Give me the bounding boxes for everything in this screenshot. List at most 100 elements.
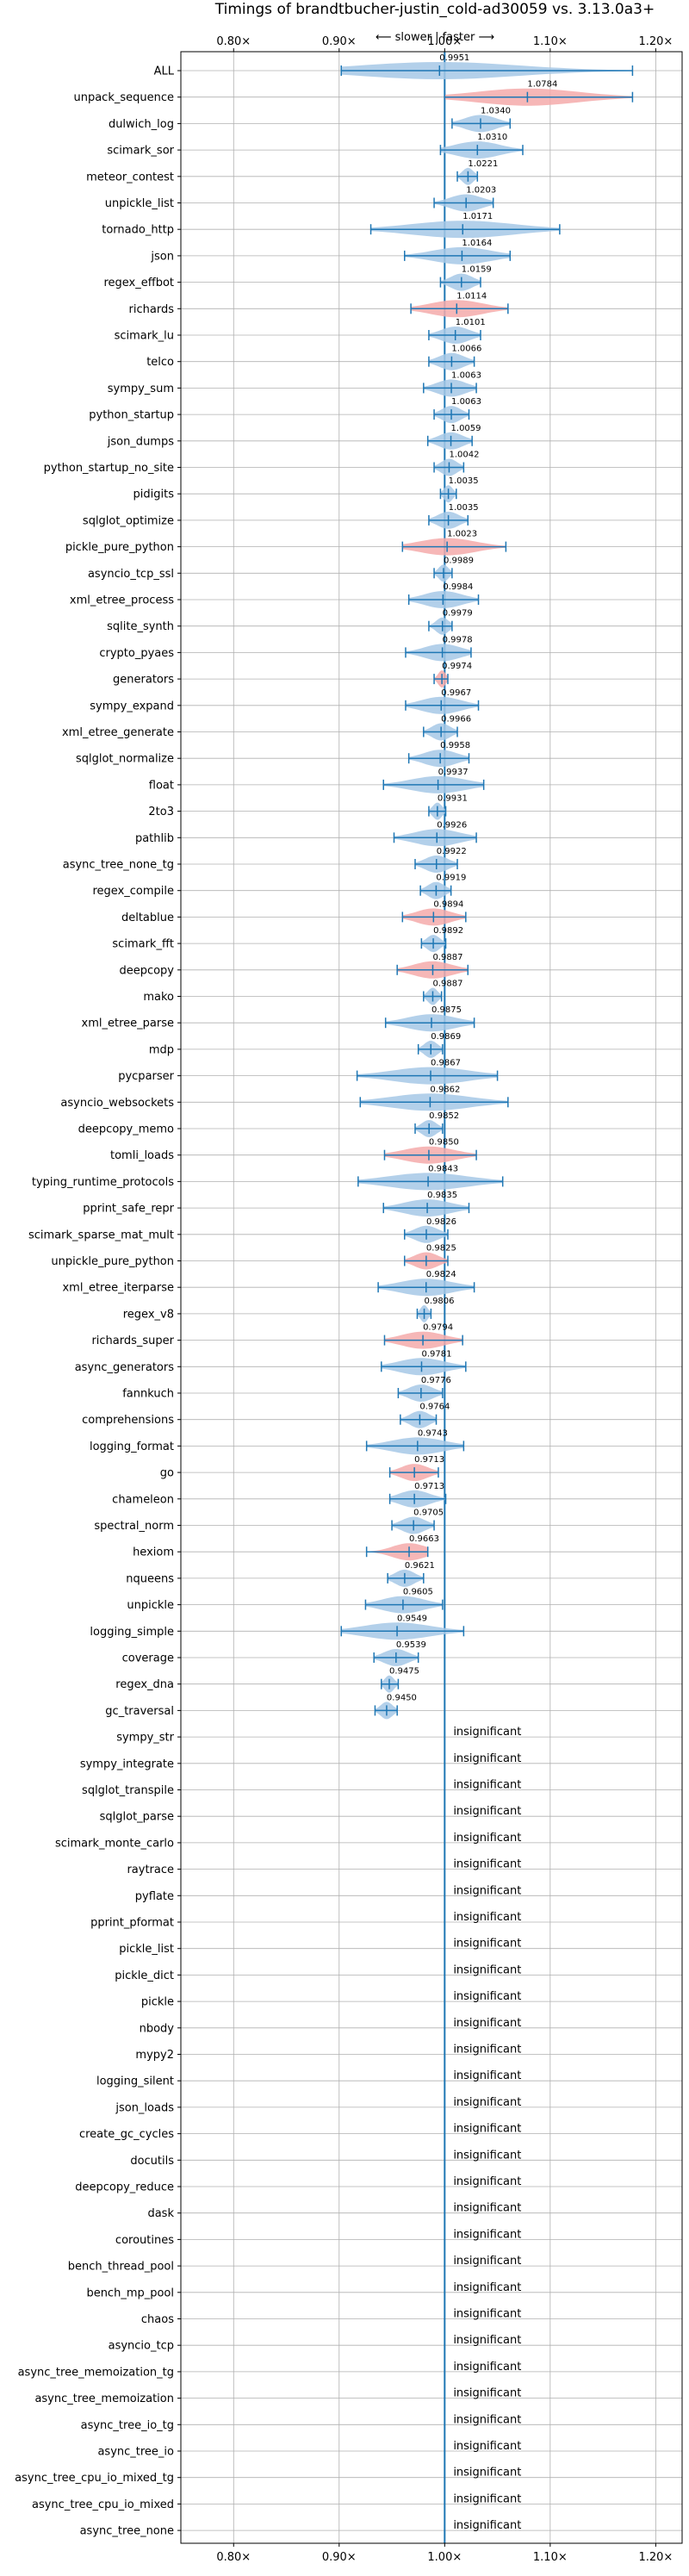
insignificant-label: insignificant [453, 2467, 521, 2480]
insignificant-label: insignificant [453, 2149, 521, 2162]
value-label: 0.9892 [433, 926, 463, 936]
benchmark-label: meteor_contest [86, 171, 174, 184]
benchmark-label: scimark_fft [112, 938, 174, 951]
value-label: 0.9743 [418, 1428, 448, 1438]
benchmark-label: 2to3 [148, 806, 174, 818]
value-label: 1.0023 [447, 530, 477, 539]
benchmark-label: pycparser [118, 1070, 174, 1083]
benchmark-label: pidigits [133, 488, 175, 501]
insignificant-label: insignificant [453, 2044, 521, 2056]
value-label: 1.0784 [527, 80, 557, 90]
axis-layer: 0.80× 0.80× 0.90× 0.90× 1.00× 1.00× 1.10× 1.10×… [177, 35, 683, 2564]
value-label: 0.9776 [421, 1376, 451, 1385]
benchmark-label: pathlib [135, 832, 174, 845]
benchmark-label: ALL [154, 65, 175, 78]
benchmark-label: coverage [122, 1652, 174, 1665]
benchmark-label: bench_mp_pool [86, 2287, 174, 2299]
benchmark-label: coroutines [115, 2234, 174, 2247]
benchmark-label: hexiom [133, 1546, 174, 1559]
insignificant-label: insignificant [453, 1805, 521, 1818]
insignificant-label: insignificant [453, 1858, 521, 1871]
insignificant-label: insignificant [453, 2202, 521, 2215]
benchmark-label: async_tree_cpu_io_mixed [32, 2498, 174, 2511]
benchmark-label: crypto_pyaes [99, 647, 174, 660]
benchmark-label: pprint_safe_repr [83, 1203, 174, 1216]
insignificant-label: insignificant [453, 2123, 521, 2136]
benchmark-label: nbody [140, 2022, 175, 2035]
value-label: 0.9713 [414, 1482, 444, 1491]
value-label: 0.9974 [442, 662, 472, 671]
insignificant-label: insignificant [453, 2228, 521, 2241]
benchmark-label: create_gc_cycles [79, 2128, 174, 2141]
value-label: 0.9826 [426, 1217, 456, 1227]
benchmark-label: xml_etree_generate [62, 726, 174, 739]
x-tick-label-top: 0.90× [322, 35, 357, 48]
benchmark-label: chameleon [112, 1493, 174, 1506]
value-label: 0.9967 [441, 688, 471, 698]
benchmark-label: python_startup_no_site [44, 462, 174, 475]
value-label: 0.9663 [409, 1534, 439, 1544]
value-label: 1.0035 [449, 503, 479, 513]
value-label: 1.0114 [456, 291, 487, 301]
x-tick-label-top: 1.00× [427, 35, 462, 48]
benchmark-label: async_tree_cpu_io_mixed_tg [15, 2472, 174, 2485]
insignificant-label: insignificant [453, 2308, 521, 2321]
benchmark-label: sympy_str [116, 1732, 174, 1745]
value-label: 0.9951 [439, 53, 469, 63]
benchmark-label: pickle_dict [115, 1969, 174, 1982]
benchmark-label: logging_format [90, 1440, 174, 1453]
value-label: 0.9850 [429, 1138, 459, 1148]
benchmark-label: deltablue [121, 912, 174, 924]
insignificant-label: insignificant [453, 1832, 521, 1845]
benchmark-label: regex_compile [92, 885, 174, 898]
benchmark-label: async_tree_io [97, 2446, 174, 2459]
value-label: 0.9835 [427, 1191, 457, 1200]
insignificant-label: insignificant [453, 1911, 521, 1924]
insignificant-label: insignificant [453, 2281, 521, 2294]
value-label: 0.9781 [421, 1349, 451, 1359]
benchmark-label: async_generators [75, 1361, 175, 1374]
benchmark-label: dulwich_log [109, 118, 174, 131]
insignificant-label: insignificant [453, 2255, 521, 2268]
value-label: 0.9621 [405, 1561, 435, 1571]
x-tick-label-bottom: 0.90× [322, 2551, 357, 2564]
benchmark-label: pyflate [135, 1890, 174, 1903]
value-label: 1.0059 [451, 424, 481, 433]
value-label: 1.0035 [449, 476, 479, 486]
benchmark-label: asyncio_tcp_ssl [88, 568, 174, 581]
value-label: 1.0310 [477, 133, 507, 142]
benchmark-label: json_dumps [107, 435, 174, 448]
value-label: 0.9867 [431, 1059, 461, 1068]
chart-subtitle: ⟵ slower | faster ⟶ [376, 31, 494, 44]
benchmark-label: sympy_integrate [80, 1758, 174, 1770]
benchmark-label: pickle [141, 1996, 174, 2009]
benchmark-label: sympy_expand [90, 700, 174, 712]
benchmark-label: typing_runtime_protocols [32, 1176, 174, 1189]
benchmark-label: sympy_sum [108, 383, 174, 395]
x-tick-label-top: 1.20× [638, 35, 673, 48]
value-label: 0.9475 [389, 1667, 419, 1677]
benchmark-label: json_loads [115, 2101, 174, 2114]
benchmark-label: regex_effbot [103, 277, 174, 289]
value-label: 1.0164 [462, 239, 492, 248]
value-label: 1.0340 [481, 106, 511, 115]
insignificant-label: insignificant [453, 2096, 521, 2109]
value-label: 1.0159 [462, 265, 492, 275]
value-label: 0.9894 [433, 899, 463, 909]
value-label: 0.9825 [426, 1244, 456, 1254]
insignificant-label: insignificant [453, 1779, 521, 1792]
benchmark-label: async_tree_memoization [34, 2392, 174, 2405]
benchmark-label: python_startup [89, 409, 174, 422]
value-label: 0.9862 [430, 1085, 460, 1094]
value-label: 0.9705 [413, 1509, 444, 1518]
benchmark-label: mdp [149, 1043, 174, 1056]
value-label: 1.0066 [451, 345, 481, 354]
benchmark-label: asyncio_websockets [60, 1097, 174, 1110]
benchmark-label: mako [143, 991, 174, 1004]
value-label: 0.9887 [432, 953, 462, 962]
benchmark-label: sqlite_synth [107, 620, 174, 633]
value-label: 0.9926 [437, 820, 467, 830]
benchmark-label: richards_super [91, 1335, 174, 1347]
value-label: 0.9984 [443, 582, 473, 592]
x-tick-label-top: 0.80× [216, 35, 251, 48]
